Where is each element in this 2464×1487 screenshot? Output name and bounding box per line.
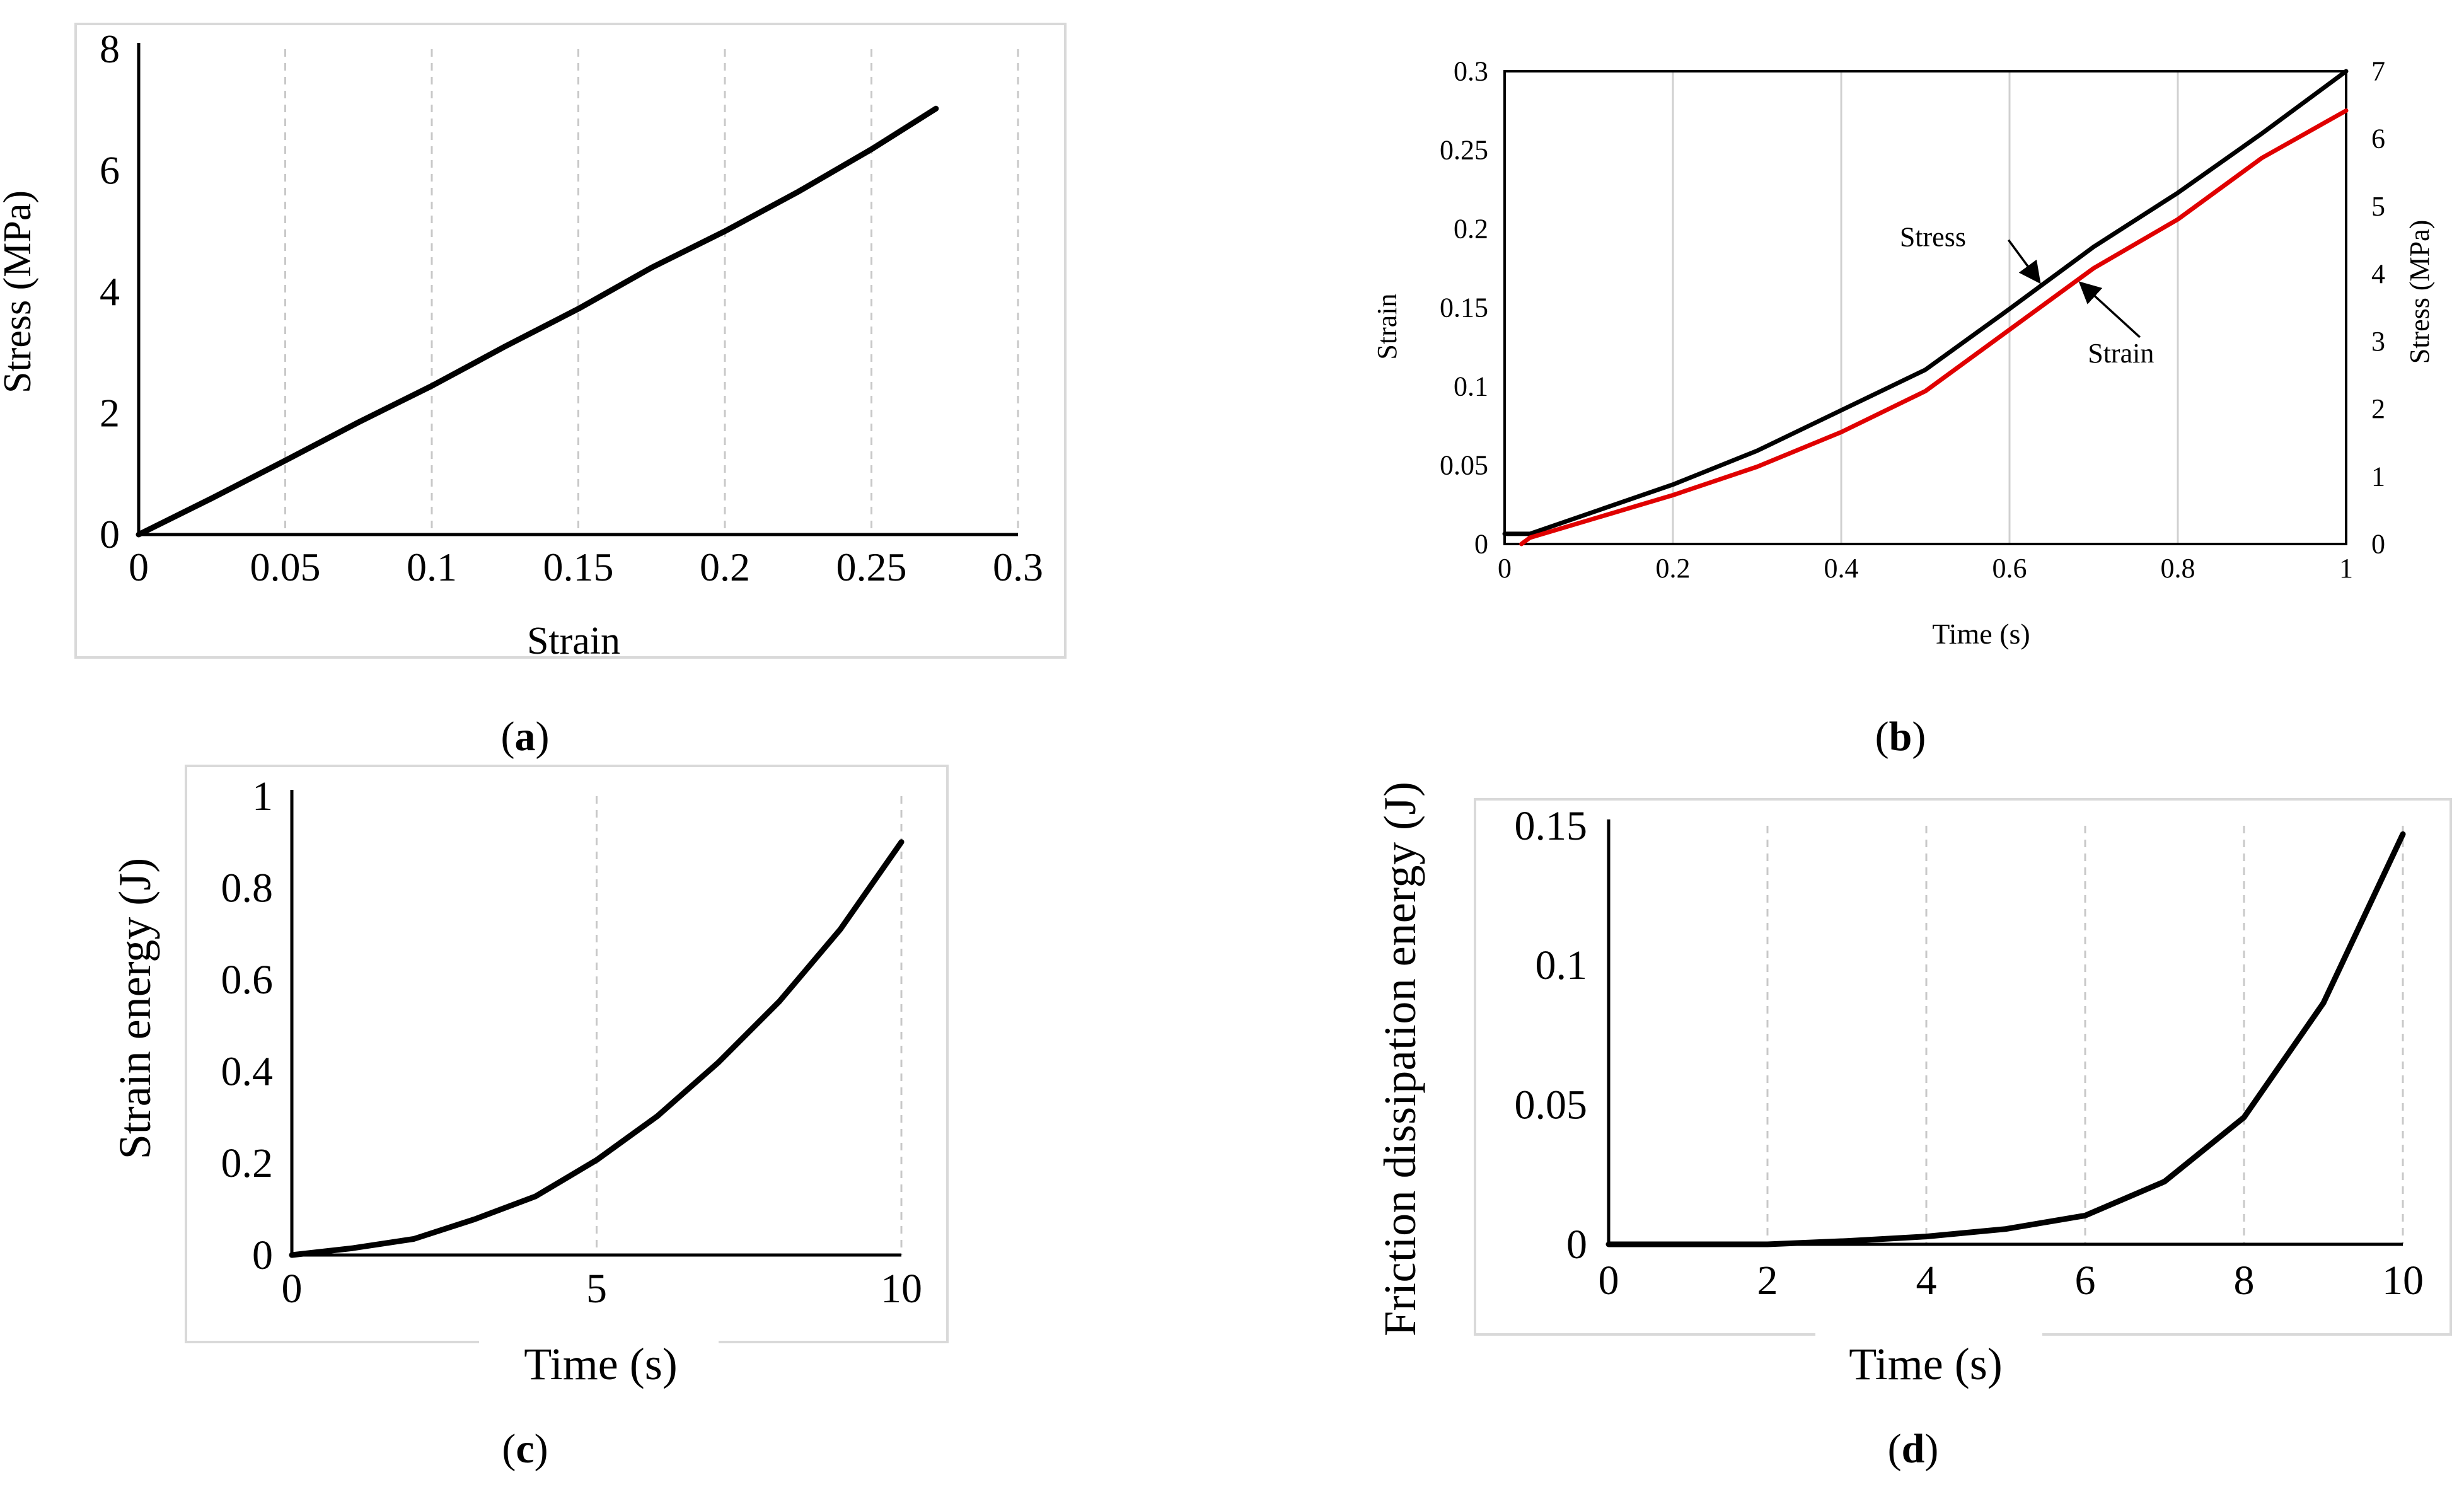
chart-panel-a: 0 0.05 0.1 0.15 0.2 0.25 0.3 0 2 4 6 8 Strain Stress …	[0, 23, 1067, 760]
y-tick-label: 0	[100, 512, 120, 557]
x-tick-label: 0.1	[407, 545, 457, 589]
x-tick-label: 1	[2339, 553, 2353, 584]
y2-tick-label: 5	[2371, 191, 2385, 222]
chart-panel-c: 0 5 10 0 0.2 0.4 0.6 0.8 1 Time (s) Strain energy …	[110, 765, 949, 1472]
y-tick-label: 0	[252, 1232, 273, 1278]
chart-frame	[1474, 798, 2452, 1336]
x-axis-label: Time (s)	[1932, 618, 2030, 650]
y2-axis-label: Stress (MPa)	[2404, 220, 2435, 364]
y-tick-label: 6	[100, 148, 120, 193]
y2-tick-label: 7	[2371, 56, 2385, 87]
annotation-arrow	[2007, 239, 2041, 284]
y-axis-label: Strain	[1372, 293, 1403, 359]
x-tick-label: 0.05	[250, 545, 321, 589]
y2-tick-label: 1	[2371, 461, 2385, 492]
x-tick-label: 2	[1757, 1258, 1778, 1304]
chart-frame	[74, 23, 1067, 659]
chart-panel-b: 0 0.2 0.4 0.6 0.8 100.050.10.150.20.250.30123…	[1372, 56, 2435, 760]
panel-label: (d)	[1888, 1426, 1939, 1472]
y-tick-label: 0	[1566, 1222, 1587, 1268]
y2-tick-label: 6	[2371, 124, 2385, 154]
x-tick-label: 0.3	[993, 545, 1043, 589]
annotation-label: Strain	[2088, 338, 2154, 369]
x-tick-label: 0.4	[1824, 553, 1859, 584]
y-tick-label: 0.8	[221, 865, 274, 911]
series-line-stress	[1502, 69, 2349, 536]
x-tick-label: 0	[1498, 553, 1512, 584]
annotation-label: Stress	[1900, 222, 1966, 253]
y2-tick-label: 0	[2371, 529, 2385, 560]
y-tick-label: 0.15	[1440, 292, 1488, 323]
x-tick-label: 0.2	[700, 545, 750, 589]
y2-tick-label: 4	[2371, 258, 2385, 289]
y-axis-label: Friction dissipation energy (J)	[1375, 782, 1425, 1336]
x-tick-label: 0	[129, 545, 149, 589]
series-line-strain-energy	[289, 839, 905, 1258]
frame-gap	[479, 1338, 719, 1346]
y-tick-label: 0.05	[1440, 450, 1488, 481]
y-axis-label: Stress (MPa)	[0, 190, 39, 393]
y-axis-label: Strain energy (J)	[110, 858, 160, 1160]
x-tick-label: 8	[2234, 1258, 2255, 1304]
y2-tick-label: 2	[2371, 393, 2385, 424]
y-tick-label: 2	[100, 391, 120, 436]
series-line-strain	[1519, 108, 2349, 547]
x-tick-label: 0	[1599, 1258, 1619, 1304]
y-tick-label: 8	[100, 26, 120, 71]
x-tick-label: 5	[586, 1266, 607, 1312]
series-line-friction-dissipation-energy	[1605, 831, 2406, 1247]
y-tick-label: 0.3	[1454, 56, 1488, 87]
x-tick-label: 0.25	[836, 545, 907, 589]
series-line-stress	[136, 105, 939, 538]
y-tick-label: 0.2	[221, 1140, 274, 1186]
y2-tick-label: 3	[2371, 326, 2385, 357]
annotation-arrow	[2078, 281, 2141, 338]
y-tick-label: 0.05	[1515, 1082, 1588, 1128]
y-tick-label: 1	[252, 773, 273, 819]
panel-label: (c)	[502, 1426, 548, 1472]
chart-panel-d: 0 2 4 6 8 10 0 0.05 0.1 0.15 Time (s) Friction diss…	[1375, 782, 2452, 1472]
panel-label: (b)	[1875, 714, 1926, 760]
x-tick-label: 6	[2075, 1258, 2096, 1304]
y-tick-label: 0.25	[1440, 135, 1488, 166]
x-axis-label: Strain	[527, 620, 620, 662]
y-tick-label: 0.2	[1454, 214, 1488, 245]
y-tick-label: 0.1	[1536, 942, 1588, 988]
x-tick-label: 0	[282, 1266, 303, 1312]
y-tick-label: 4	[100, 269, 120, 314]
plot-box	[1503, 70, 2347, 545]
x-axis-label: Time (s)	[524, 1339, 677, 1389]
y-tick-label: 0.1	[1454, 371, 1488, 402]
x-tick-label: 10	[2382, 1258, 2424, 1304]
y-tick-label: 0.4	[221, 1049, 274, 1095]
x-tick-label: 10	[881, 1266, 922, 1312]
panel-label: (a)	[501, 714, 550, 760]
y-tick-label: 0.15	[1515, 803, 1588, 849]
x-tick-label: 0.6	[1993, 553, 2027, 584]
x-tick-label: 0.2	[1656, 553, 1691, 584]
frame-gap	[1815, 1331, 2042, 1338]
x-tick-label: 0.8	[2161, 553, 2195, 584]
y-tick-label: 0	[1474, 529, 1488, 560]
x-axis-label: Time (s)	[1849, 1339, 2002, 1389]
y-tick-label: 0.6	[221, 957, 274, 1003]
x-tick-label: 4	[1916, 1258, 1937, 1304]
x-tick-label: 0.15	[543, 545, 614, 589]
